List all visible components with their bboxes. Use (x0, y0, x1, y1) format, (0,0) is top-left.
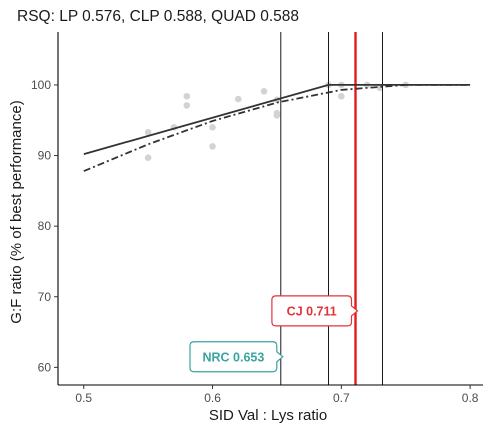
y-axis-ticks: 60 70 80 90 100 (31, 78, 58, 374)
y-tick-label: 100 (31, 78, 51, 92)
x-axis-ticks: 0.5 0.6 0.7 0.8 (75, 385, 479, 405)
axes (57, 32, 483, 386)
cj-callout-box (271, 295, 359, 327)
data-point-6 (209, 143, 216, 150)
x-axis-label: SID Val : Lys ratio (209, 407, 327, 424)
y-axis-label: G:F ratio (% of best performance) (8, 100, 25, 323)
linear-plateau-fit-line (83, 84, 471, 155)
chart-title: RSQ: LP 0.576, CLP 0.588, QUAD 0.588 (17, 8, 299, 25)
data-point-11 (273, 112, 281, 119)
nrc-callout-label: NRC 0.653 (202, 350, 264, 364)
fit-curves (83, 84, 471, 172)
data-point-5 (209, 124, 216, 131)
data-points (144, 81, 410, 161)
y-tick-label: 70 (38, 290, 52, 304)
data-point-0 (144, 128, 152, 136)
data-point-8 (260, 88, 268, 95)
data-point-1 (144, 154, 152, 161)
y-tick-label: 90 (38, 149, 52, 163)
data-point-13 (338, 92, 345, 100)
y-tick-label: 60 (38, 360, 52, 374)
x-tick-label: 0.7 (333, 391, 350, 405)
x-tick-label: 0.8 (462, 391, 479, 405)
x-tick-label: 0.6 (204, 391, 221, 405)
nrc-callout-box (189, 341, 284, 373)
cj-callout-label: CJ 0.711 (287, 304, 337, 318)
data-point-4 (183, 102, 191, 109)
callout-labels: CJ 0.711 NRC 0.653 (189, 295, 359, 373)
quadratic-fit-line (83, 84, 471, 172)
data-point-3 (183, 92, 191, 100)
y-tick-label: 80 (38, 219, 52, 233)
data-point-7 (235, 95, 242, 103)
x-tick-label: 0.5 (75, 391, 92, 405)
